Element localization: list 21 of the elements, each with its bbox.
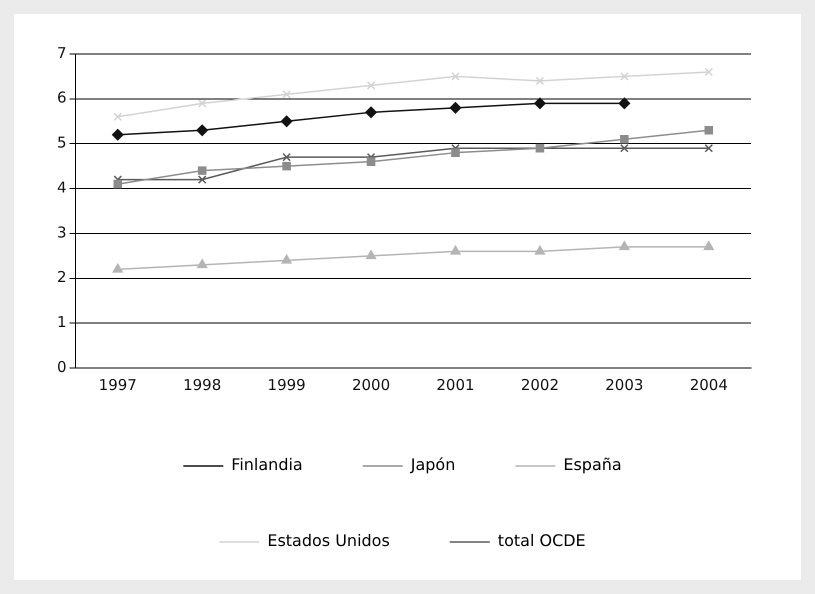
legend-label: Japón [410,455,456,474]
y-tick-label: 2 [56,268,67,286]
legend-label: Estados Unidos [267,531,390,550]
y-tick-label: 3 [56,223,67,242]
x-tick-label: 2003 [605,376,644,394]
x-tick-label: 1997 [98,376,137,394]
y-tick-label: 4 [56,178,67,196]
x-tick-label: 1998 [183,376,222,394]
y-tick-label: 6 [56,88,67,107]
y-tick-label: 7 [56,44,67,62]
x-tick-label: 2001 [436,376,475,394]
legend-label: España [563,455,622,474]
y-tick-label: 5 [56,134,67,152]
x-tick-label: 2004 [690,376,728,394]
legend-label: Finlandia [231,455,303,474]
y-tick-label: 1 [56,313,67,332]
legend-label: total OCDE [498,531,586,550]
x-tick-label: 2002 [520,376,560,394]
x-tick-label: 2000 [352,376,390,394]
x-tick-label: 1999 [268,376,306,394]
y-tick-label: 0 [56,358,67,376]
